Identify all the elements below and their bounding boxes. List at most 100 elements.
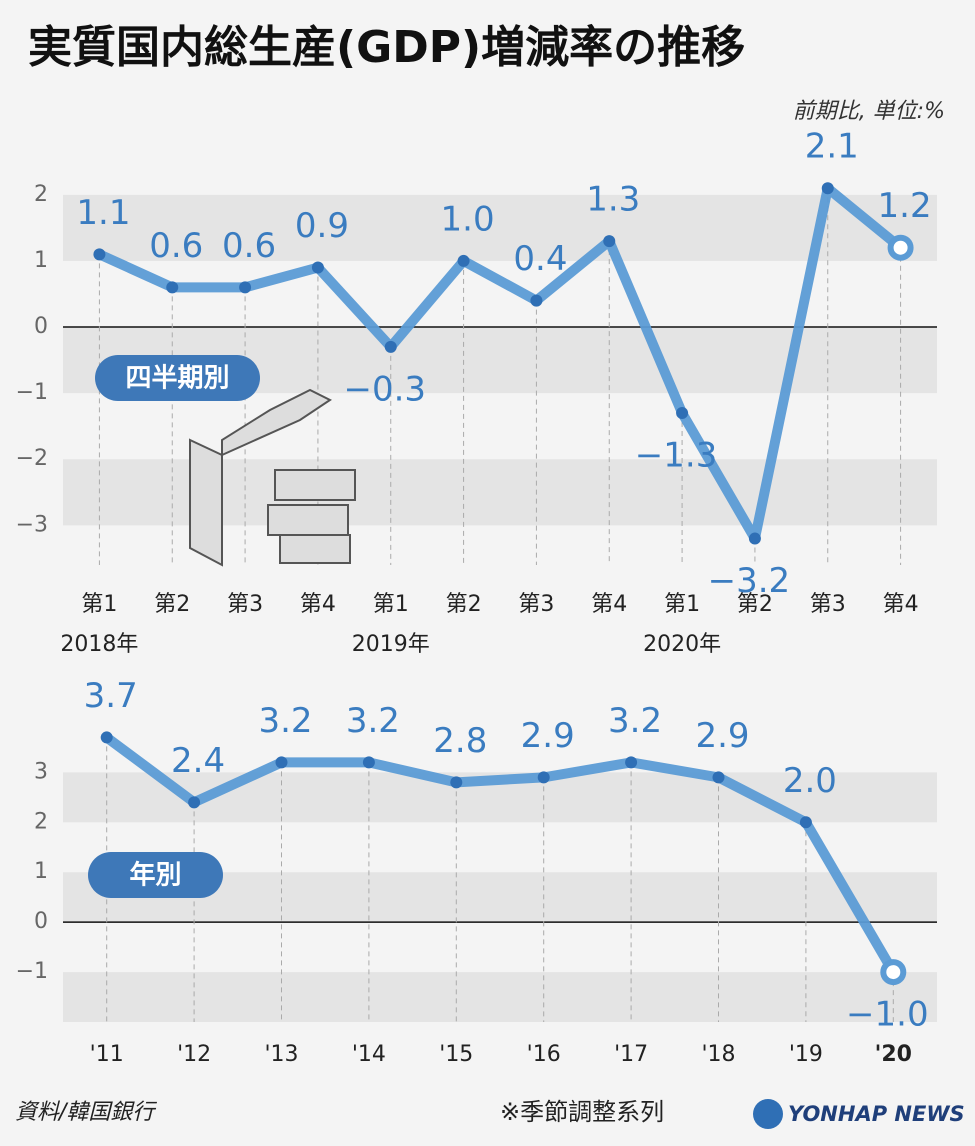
x-tick-label: 第1 [664,592,700,617]
value-label: 3.7 [84,676,138,716]
value-label: 1.3 [586,180,640,220]
value-label: 2.9 [695,716,749,756]
point [625,756,638,769]
y-tick-label: 2 [34,182,48,207]
series-line [103,733,898,975]
value-label: 1.2 [878,186,932,226]
point [748,532,761,545]
point [799,816,812,829]
y-tick-label: −1 [16,380,48,405]
point [887,234,914,261]
x-tick-label: '15 [439,1042,473,1067]
value-label: −0.3 [343,369,426,409]
x-tick-label: '13 [264,1042,298,1067]
x-group-label: 2018年 [60,632,138,657]
x-group-label: 2019年 [352,632,430,657]
point [880,959,907,986]
y-tick-label: −2 [16,446,48,471]
x-tick-label: '19 [789,1042,823,1067]
chart: 3 2 1 0 −1 '11 '12 '13 '14 '15 '16 '17 '18 '19 '20 3.7 2… [16,676,937,1067]
badge-label: 年別 [129,860,181,891]
badge-label: 四半期別 [125,364,229,394]
value-label: 2.9 [521,716,575,756]
point [450,776,463,789]
point [457,254,470,267]
x-tick-label: 第4 [300,592,336,617]
point [530,294,543,307]
y-tick-label: 0 [34,909,48,934]
value-label: 0.4 [513,239,567,279]
title: 実質国内総生産(GDP)増減率の推移 [28,22,745,73]
x-tick-label: 第3 [518,592,554,617]
value-label: 1.1 [76,193,130,233]
value-label: 2.8 [433,721,487,761]
badge [88,852,223,898]
y-tick-label: −1 [16,959,48,984]
x-tick-label: '16 [527,1042,561,1067]
point [166,281,179,294]
grid-band [63,972,937,1022]
y-tick-label: 2 [34,809,48,834]
value-label: −1.0 [846,995,929,1035]
value-label: 2.1 [805,127,859,167]
y-tick-label: −3 [16,512,48,537]
x-tick-label: '12 [177,1042,211,1067]
value-label: 2.4 [171,741,225,781]
y-tick-label: 1 [34,859,48,884]
x-tick-label: 第1 [373,592,409,617]
point [821,182,834,195]
x-tick-label: 第3 [810,592,846,617]
point [275,756,288,769]
value-label: 3.2 [608,701,662,741]
value-label: −1.3 [635,435,718,475]
value-label: 3.2 [346,701,400,741]
value-label: 2.0 [783,761,837,801]
x-tick-label: 第1 [81,592,117,617]
x-tick-label: '14 [352,1042,386,1067]
x-tick-label: 第2 [154,592,190,617]
x-tick-label: 第4 [883,592,919,617]
badge [95,355,260,401]
point [100,731,113,744]
point [311,261,324,274]
x-tick-label: '11 [90,1042,124,1067]
illustration [189,388,356,567]
source: 資料/韓国銀行 [15,1100,157,1125]
x-group-label: 2020年 [643,632,721,657]
x-tick-label: 第2 [446,592,482,617]
point [603,235,616,248]
point [537,771,550,784]
x-tick-label: '18 [701,1042,735,1067]
x-tick-label: '20 [875,1042,912,1067]
point [239,281,252,294]
series-line [97,183,904,544]
point [93,248,106,261]
point [384,340,397,353]
value-label: −3.2 [708,561,791,601]
value-label: 3.2 [258,701,312,741]
grid-band [63,194,937,261]
y-tick-label: 1 [34,248,48,273]
x-tick-label: '17 [614,1042,648,1067]
logo-icon [753,1099,783,1129]
value-label: 0.9 [295,206,349,246]
value-label: 0.6 [222,226,276,266]
unit-note: 前期比, 単位:% [793,99,945,124]
logo: YONHAP NEWS [788,1102,965,1126]
y-tick-label: 0 [34,314,48,339]
point [362,756,375,769]
footnote: ※季節調整系列 [500,1098,664,1126]
point [676,406,689,419]
x-tick-label: 第3 [227,592,263,617]
point [188,796,201,809]
x-tick-label: 第2 [737,592,773,617]
x-tick-label: 第4 [591,592,627,617]
value-label: 1.0 [441,199,495,239]
y-tick-label: 3 [34,759,48,784]
value-label: 0.6 [149,226,203,266]
point [712,771,725,784]
